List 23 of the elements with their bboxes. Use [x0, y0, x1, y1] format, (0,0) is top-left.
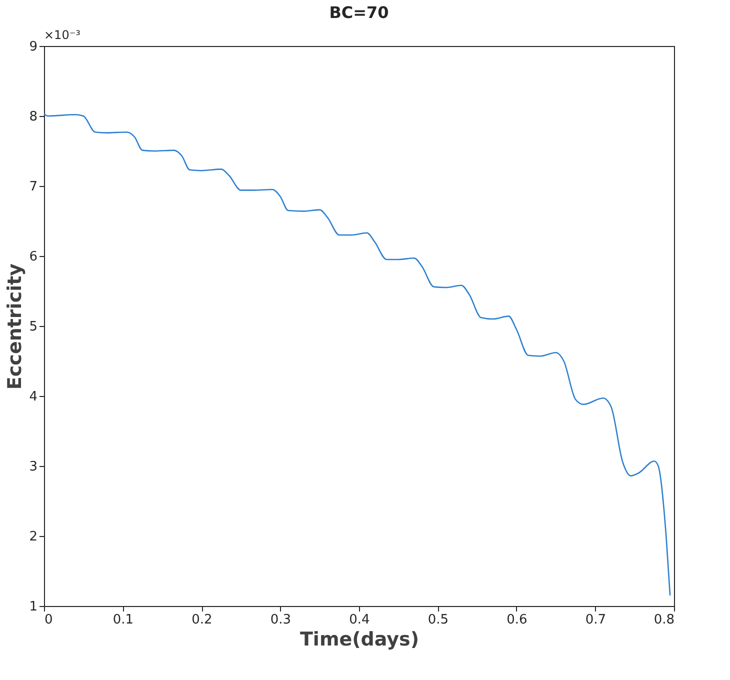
- x-tick-label: 0.7: [585, 612, 606, 628]
- y-tick-label: 9: [29, 40, 38, 54]
- x-tick-label: 0: [44, 612, 53, 628]
- x-tick-label: 0.8: [654, 612, 674, 628]
- x-tick-label: 0.4: [349, 612, 370, 628]
- y-tick-label: 5: [29, 320, 38, 334]
- line-series: [43, 113, 671, 596]
- y-tick-label: 7: [29, 180, 38, 194]
- x-tick-label: 0.2: [192, 612, 212, 628]
- y-tick-label: 2: [29, 530, 38, 544]
- y-tick-label: 1: [29, 600, 38, 614]
- x-tick-label: 0.1: [112, 612, 134, 628]
- chart-title: BC=70: [329, 3, 389, 22]
- x-axis-title: Time(days): [300, 628, 420, 650]
- y-tick-label: 3: [29, 460, 38, 474]
- y-tick-label: 6: [29, 250, 38, 264]
- x-tick-label: 0.5: [428, 612, 449, 628]
- x-tick-label: 0.3: [270, 612, 292, 628]
- x-tick-label: 0.6: [506, 612, 528, 628]
- text: ×10⁻³: [44, 28, 81, 42]
- y-tick-label: 8: [29, 110, 38, 124]
- y-tick-label: 4: [29, 390, 38, 404]
- y-axis-title: Eccentricity: [4, 262, 26, 390]
